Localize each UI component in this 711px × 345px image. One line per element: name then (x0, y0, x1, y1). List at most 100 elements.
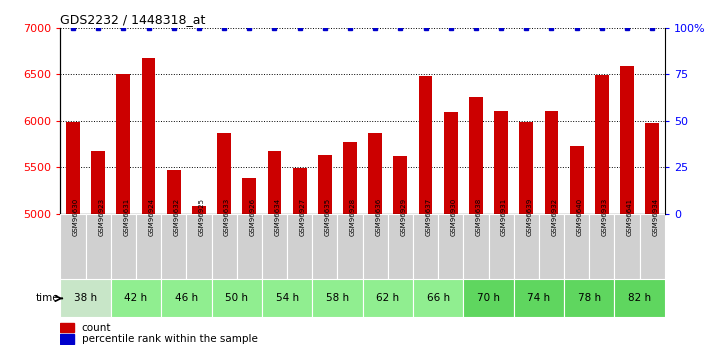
Bar (494, 111, 508, 345)
Bar (539, 214, 564, 279)
Bar (570, 146, 584, 345)
Bar (186, 214, 212, 279)
Bar (287, 214, 312, 279)
Text: GSM96640: GSM96640 (577, 198, 582, 236)
Bar (192, 206, 206, 345)
Text: GSM96934: GSM96934 (652, 198, 658, 236)
Bar (343, 142, 357, 345)
Text: GSM96925: GSM96925 (199, 198, 205, 236)
Bar (60, 323, 74, 333)
Text: GSM96630: GSM96630 (73, 198, 79, 236)
Text: GSM96933: GSM96933 (602, 198, 608, 236)
Text: 82 h: 82 h (628, 294, 651, 303)
Text: 66 h: 66 h (427, 294, 450, 303)
Bar (111, 279, 161, 317)
Text: GSM96931: GSM96931 (501, 198, 507, 236)
Bar (413, 279, 464, 317)
Bar (368, 133, 382, 345)
Bar (444, 112, 458, 345)
Bar (614, 214, 640, 279)
Bar (267, 151, 282, 345)
Text: time: time (36, 294, 59, 303)
Text: 42 h: 42 h (124, 294, 148, 303)
Bar (66, 122, 80, 345)
Text: GSM96636: GSM96636 (375, 198, 381, 236)
Bar (318, 155, 332, 345)
Text: GSM96923: GSM96923 (98, 198, 105, 236)
Bar (464, 214, 488, 279)
Text: GSM96926: GSM96926 (250, 198, 255, 236)
Bar (161, 214, 186, 279)
Bar (519, 122, 533, 345)
Bar (237, 214, 262, 279)
Bar (514, 214, 539, 279)
Bar (85, 214, 111, 279)
Bar (363, 279, 413, 317)
Bar (614, 279, 665, 317)
Bar (393, 156, 407, 345)
Text: 50 h: 50 h (225, 294, 248, 303)
Bar (338, 214, 363, 279)
Text: GSM96930: GSM96930 (451, 198, 456, 236)
Bar (141, 58, 156, 345)
Bar (167, 170, 181, 345)
Bar (488, 214, 514, 279)
Bar (312, 214, 338, 279)
Bar (363, 214, 387, 279)
Bar (419, 76, 432, 345)
Bar (413, 214, 438, 279)
Text: 46 h: 46 h (175, 294, 198, 303)
Bar (464, 279, 514, 317)
Text: 54 h: 54 h (275, 294, 299, 303)
Bar (312, 279, 363, 317)
Text: GSM96639: GSM96639 (526, 198, 533, 236)
Bar (514, 279, 564, 317)
Bar (262, 279, 312, 317)
Bar (136, 214, 161, 279)
Bar (60, 279, 111, 317)
Bar (161, 279, 212, 317)
Bar (212, 214, 237, 279)
Bar (620, 66, 634, 345)
Bar (595, 75, 609, 345)
Text: 74 h: 74 h (528, 294, 550, 303)
Text: GSM96637: GSM96637 (426, 198, 432, 236)
Bar (242, 178, 256, 345)
Text: GSM96635: GSM96635 (325, 198, 331, 236)
Text: 38 h: 38 h (74, 294, 97, 303)
Text: GSM96638: GSM96638 (476, 198, 482, 236)
Bar (60, 214, 85, 279)
Text: GSM96929: GSM96929 (400, 198, 407, 236)
Bar (640, 214, 665, 279)
Bar (111, 214, 136, 279)
Bar (217, 133, 231, 345)
Text: 78 h: 78 h (577, 294, 601, 303)
Text: GSM96927: GSM96927 (299, 198, 306, 236)
Text: 70 h: 70 h (477, 294, 500, 303)
Text: GSM96632: GSM96632 (173, 198, 180, 236)
Text: GSM96634: GSM96634 (274, 198, 280, 236)
Bar (564, 214, 589, 279)
Text: count: count (82, 323, 111, 333)
Bar (60, 334, 74, 344)
Text: GSM96631: GSM96631 (124, 198, 129, 236)
Bar (262, 214, 287, 279)
Text: GSM96641: GSM96641 (627, 198, 633, 236)
Bar (646, 122, 659, 345)
Bar (91, 150, 105, 345)
Bar (564, 279, 614, 317)
Bar (589, 214, 614, 279)
Bar (293, 168, 306, 345)
Bar (438, 214, 464, 279)
Text: GSM96932: GSM96932 (552, 198, 557, 236)
Text: GSM96928: GSM96928 (350, 198, 356, 236)
Text: 58 h: 58 h (326, 294, 349, 303)
Bar (387, 214, 413, 279)
Bar (545, 111, 558, 345)
Text: GSM96633: GSM96633 (224, 198, 230, 236)
Text: GSM96924: GSM96924 (149, 198, 154, 236)
Bar (469, 97, 483, 345)
Bar (212, 279, 262, 317)
Text: GDS2232 / 1448318_at: GDS2232 / 1448318_at (60, 13, 205, 27)
Text: percentile rank within the sample: percentile rank within the sample (82, 334, 257, 344)
